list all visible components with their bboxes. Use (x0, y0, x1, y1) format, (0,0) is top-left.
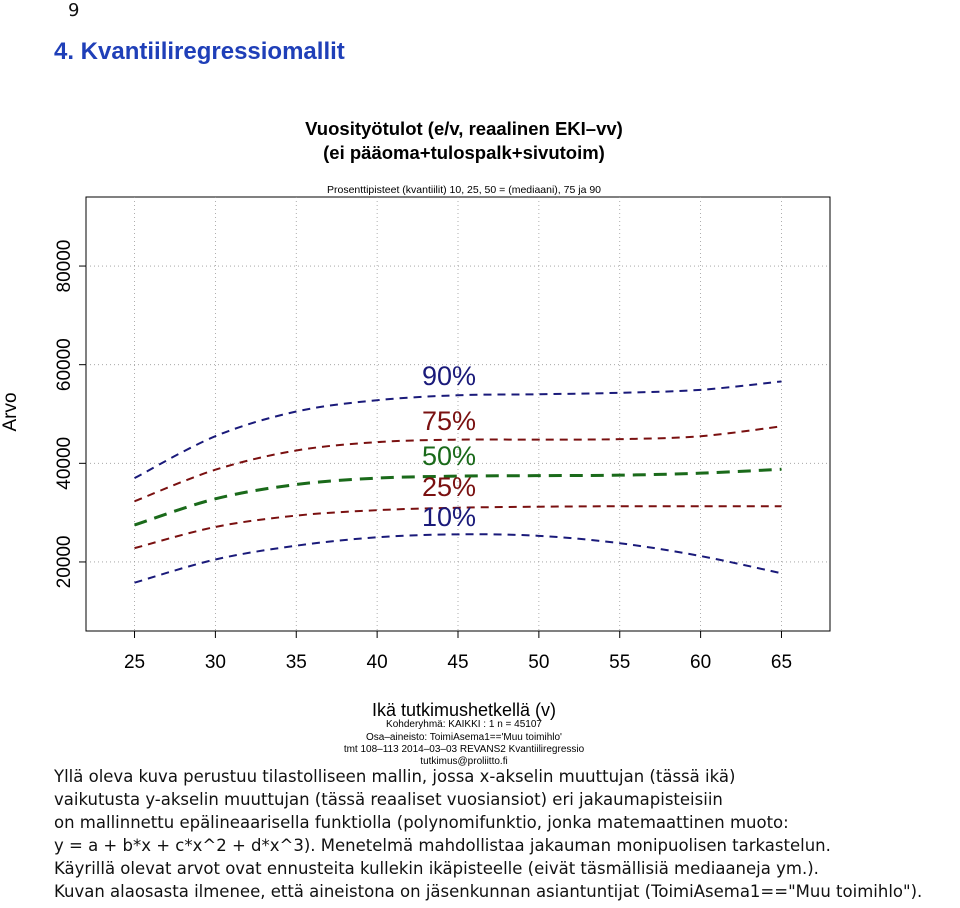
x-axis: 25 30 35 40 45 50 55 60 65 (124, 631, 792, 673)
series-line-75pct (134, 425, 782, 503)
x-tick-label: 60 (690, 652, 711, 673)
legend-label: 50% (422, 441, 476, 471)
x-tick-label: 50 (528, 652, 549, 673)
page-number: 9 (68, 0, 80, 21)
y-axis: 20000 40000 60000 80000 (54, 240, 86, 589)
note-source: tmt 108–113 2014–03–03 REVANS2 Kvantiili… (344, 744, 585, 755)
x-tick-label: 55 (609, 652, 630, 673)
chart-title: Vuosityötulot (e/v, reaalinen EKI–vv) (305, 118, 623, 139)
series-line-50pct (134, 467, 782, 527)
series-line-90pct (134, 380, 782, 480)
legend-label: 75% (422, 406, 476, 436)
note-subset: Osa–aineisto: ToimiAsema1=='Muu toimihlo… (366, 732, 562, 743)
y-axis-label: Arvo (0, 392, 21, 431)
body-line: on mallinnettu epälineaarisella funktiol… (54, 813, 789, 832)
note-contact: tutkimus@proliitto.fi (420, 756, 507, 767)
series-line-10pct (134, 533, 782, 584)
grid-lines (86, 197, 830, 631)
y-tick-label: 80000 (54, 240, 75, 293)
body-line: Yllä oleva kuva perustuu tilastolliseen … (54, 767, 736, 786)
y-tick-label: 40000 (54, 437, 75, 490)
chart-subtitle: Prosenttipisteet (kvantiilit) 10, 25, 50… (327, 184, 601, 196)
y-tick-label: 60000 (54, 338, 75, 391)
y-tick-label: 20000 (54, 536, 75, 589)
x-tick-label: 35 (286, 652, 307, 673)
body-line: y = a + b*x + c*x^2 + d*x^3). Menetelmä … (54, 836, 831, 855)
series-line-25pct (134, 505, 782, 550)
body-line: Kuvan alaosasta ilmenee, että aineistona… (54, 882, 923, 901)
legend-label: 10% (422, 502, 476, 532)
x-tick-label: 25 (124, 652, 145, 673)
legend-label: 90% (422, 361, 476, 391)
legend-label: 25% (422, 472, 476, 502)
x-tick-label: 65 (771, 652, 792, 673)
body-line: vaikutusta y-akselin muuttujan (tässä re… (54, 790, 723, 809)
note-target-group: Kohderyhmä: KAIKKI : 1 n = 45107 (386, 719, 542, 730)
series-lines (134, 380, 782, 584)
x-tick-label: 40 (367, 652, 388, 673)
chart-title-line2: (ei pääoma+tulospalk+sivutoim) (323, 142, 605, 163)
x-tick-label: 30 (205, 652, 226, 673)
legend: 90% 75% 50%25%10% (422, 361, 476, 532)
x-tick-label: 45 (447, 652, 468, 673)
body-line: Käyrillä olevat arvot ovat ennusteita ku… (54, 859, 819, 878)
body-text: Yllä oleva kuva perustuu tilastolliseen … (54, 765, 954, 903)
quantile-regression-chart: Vuosityötulot (e/v, reaalinen EKI–vv) (e… (0, 118, 831, 767)
x-axis-label: Ikä tutkimushetkellä (v) (372, 700, 556, 720)
section-heading: 4. Kvantiiliregressiomallit (54, 38, 345, 65)
